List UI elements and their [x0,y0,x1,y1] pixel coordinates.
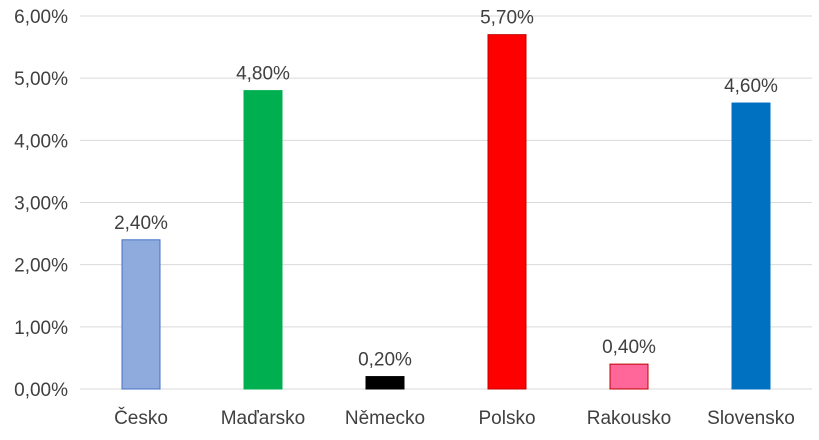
bar-německo [365,376,405,390]
y-tick-label: 6,00% [14,7,68,28]
y-tick-label: 5,00% [14,69,68,90]
data-label: 2,40% [114,213,168,234]
y-tick-label: 0,00% [14,380,68,401]
data-label: 4,80% [236,64,290,85]
x-tick-label: Slovensko [707,408,795,429]
x-tick-label: Polsko [478,408,535,429]
bar-česko [121,239,161,390]
data-label: 4,60% [724,76,778,97]
data-label: 5,70% [480,8,534,29]
y-tick-label: 1,00% [14,318,68,339]
bar-rakousko [609,363,649,390]
x-tick-label: Česko [114,407,168,429]
y-tick-label: 4,00% [14,131,68,152]
data-label: 0,40% [602,337,656,358]
x-tick-label: Německo [345,408,425,429]
y-tick-label: 3,00% [14,194,68,215]
bar-maďarsko [243,90,283,390]
bar-polsko [487,34,527,390]
bar-slovensko [731,102,771,390]
x-tick-label: Maďarsko [221,408,306,429]
y-tick-label: 2,00% [14,256,68,277]
x-tick-label: Rakousko [587,408,672,429]
data-label: 0,20% [358,350,412,371]
